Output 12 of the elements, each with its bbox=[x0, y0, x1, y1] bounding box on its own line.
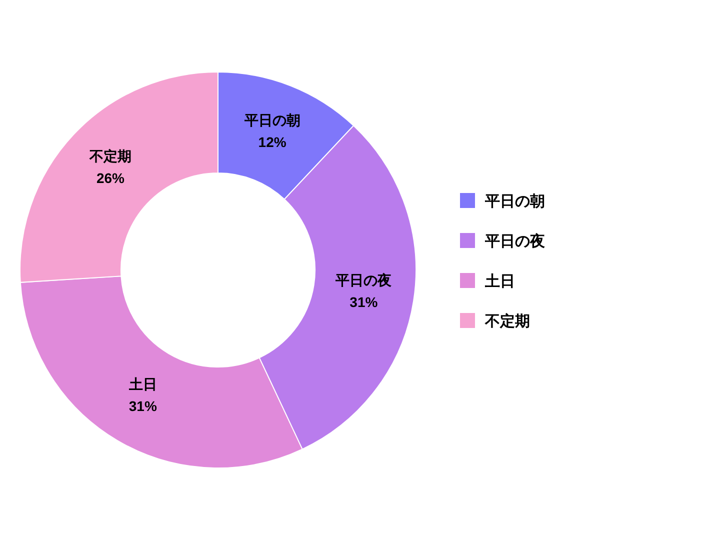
data-label: 31% bbox=[350, 294, 378, 310]
legend-label: 平日の朝 bbox=[484, 193, 545, 210]
slice-label: 不定期 bbox=[88, 148, 132, 164]
legend-label: 土日 bbox=[484, 273, 515, 290]
data-label: 12% bbox=[258, 134, 287, 150]
slice-label: 平日の夜 bbox=[334, 272, 393, 288]
data-label: 26% bbox=[96, 170, 126, 186]
slice-label: 平日の朝 bbox=[243, 112, 300, 128]
legend-label: 不定期 bbox=[484, 312, 530, 330]
legend-label: 平日の夜 bbox=[484, 232, 546, 250]
data-label: 31% bbox=[128, 398, 158, 414]
slice-label: 土日 bbox=[128, 376, 157, 392]
